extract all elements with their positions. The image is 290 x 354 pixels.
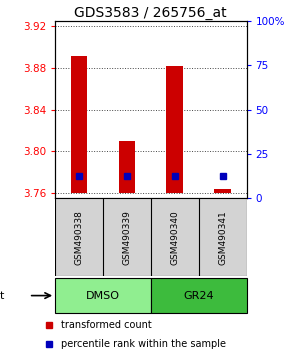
Text: transformed count: transformed count (61, 320, 152, 330)
Bar (151, 278, 246, 313)
Text: agent: agent (0, 291, 5, 301)
Text: DMSO: DMSO (86, 291, 120, 301)
Text: GR24: GR24 (183, 291, 214, 301)
Text: GSM490341: GSM490341 (218, 210, 227, 264)
Text: GSM490338: GSM490338 (75, 210, 84, 265)
Text: GSM490340: GSM490340 (170, 210, 179, 264)
Bar (166, 66, 183, 193)
Bar (119, 141, 135, 193)
Text: GSM490339: GSM490339 (122, 210, 131, 265)
Bar (55, 278, 151, 313)
Text: percentile rank within the sample: percentile rank within the sample (61, 339, 226, 349)
Bar (214, 189, 231, 193)
Bar (71, 56, 87, 193)
Title: GDS3583 / 265756_at: GDS3583 / 265756_at (75, 6, 227, 20)
